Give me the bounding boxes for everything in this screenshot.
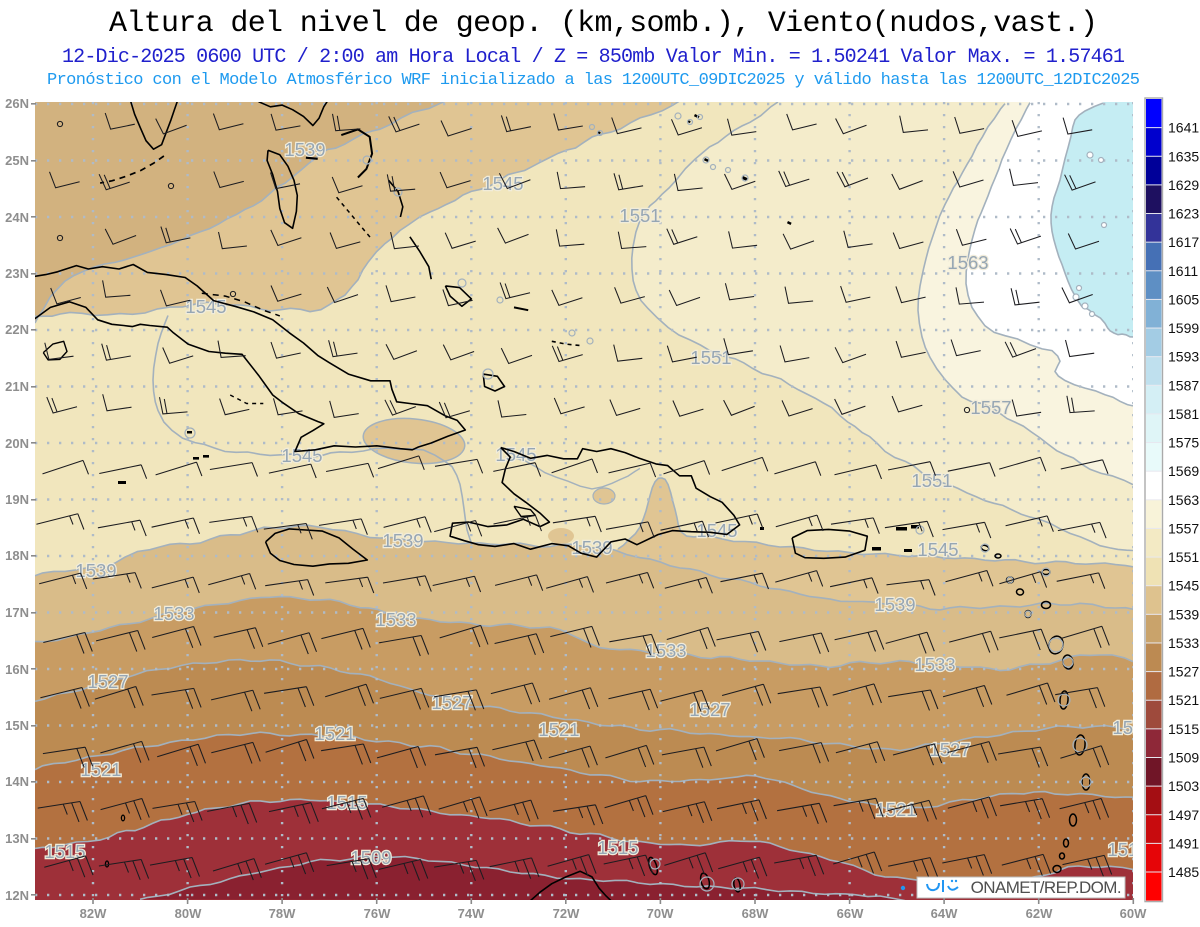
svg-text:1533: 1533 [1168,635,1199,651]
svg-text:21N: 21N [5,379,29,394]
svg-text:1515: 1515 [1107,839,1148,860]
svg-text:80W: 80W [175,906,202,921]
svg-text:72W: 72W [553,906,580,921]
svg-text:1545: 1545 [281,445,322,466]
svg-text:1593: 1593 [1168,349,1199,365]
svg-text:1539: 1539 [75,560,116,581]
svg-text:1539: 1539 [874,594,915,615]
svg-text:14N: 14N [5,774,29,789]
svg-text:1575: 1575 [1168,435,1199,451]
svg-text:82W: 82W [80,906,107,921]
svg-text:1563: 1563 [1168,492,1199,508]
svg-text:1527: 1527 [431,692,472,713]
svg-text:1539: 1539 [1168,606,1199,622]
svg-text:1635: 1635 [1168,148,1199,164]
svg-text:12N: 12N [5,888,29,903]
svg-text:1509: 1509 [1168,750,1199,766]
svg-text:1515: 1515 [597,837,638,858]
svg-text:1551: 1551 [911,470,952,491]
svg-text:1581: 1581 [1168,406,1199,422]
svg-text:66W: 66W [837,906,864,921]
svg-text:1527: 1527 [689,699,730,720]
svg-text:1551: 1551 [690,347,731,368]
svg-text:1545: 1545 [696,520,737,541]
svg-text:1641: 1641 [1168,120,1199,136]
svg-text:26N: 26N [5,96,29,111]
svg-text:1527: 1527 [929,739,970,760]
svg-text:1557: 1557 [970,397,1011,418]
svg-text:74W: 74W [458,906,485,921]
svg-text:1497: 1497 [1168,807,1199,823]
svg-text:1569: 1569 [1168,463,1199,479]
svg-text:1503: 1503 [1168,778,1199,794]
svg-text:1509: 1509 [350,847,391,868]
svg-text:1557: 1557 [1168,521,1199,537]
svg-text:1545: 1545 [482,173,523,194]
svg-text:1587: 1587 [1168,377,1199,393]
svg-text:24N: 24N [5,210,29,225]
svg-text:70W: 70W [647,906,674,921]
svg-text:1599: 1599 [1168,320,1199,336]
svg-text:16N: 16N [5,662,29,677]
svg-text:1539: 1539 [382,530,423,551]
svg-text:1515: 1515 [44,841,85,862]
svg-text:25N: 25N [5,153,29,168]
svg-text:1545: 1545 [185,296,226,317]
svg-text:19N: 19N [5,492,29,507]
svg-text:1533: 1533 [375,609,416,630]
svg-text:23N: 23N [5,266,29,281]
svg-text:20N: 20N [5,436,29,451]
svg-text:1527: 1527 [1168,664,1199,680]
svg-text:15N: 15N [5,718,29,733]
svg-text:1533: 1533 [645,640,686,661]
svg-text:1539: 1539 [284,139,325,160]
svg-text:13N: 13N [5,831,29,846]
svg-text:1617: 1617 [1168,234,1199,250]
svg-text:1545: 1545 [917,539,958,560]
svg-text:1605: 1605 [1168,291,1199,307]
svg-text:1485: 1485 [1168,864,1199,880]
svg-text:1521: 1521 [80,759,121,780]
svg-text:1527: 1527 [87,671,128,692]
svg-text:1545: 1545 [1168,578,1199,594]
svg-text:1521: 1521 [314,723,355,744]
svg-text:64W: 64W [931,906,958,921]
svg-text:1623: 1623 [1168,206,1199,222]
svg-text:Altura del nivel de geop. (km,: Altura del nivel de geop. (km,somb.), Vi… [109,7,1098,41]
svg-text:60W: 60W [1120,906,1147,921]
svg-text:12-Dic-2025 0600 UTC / 2:00: 12-Dic-2025 0600 UTC / 2:00 am Hora Loca… [62,46,1125,69]
svg-text:78W: 78W [269,906,296,921]
svg-text:1629: 1629 [1168,177,1199,193]
svg-text:1527: 1527 [1112,717,1153,738]
svg-text:1521: 1521 [538,719,579,740]
svg-text:76W: 76W [364,906,391,921]
svg-text:17N: 17N [5,605,29,620]
svg-text:18N: 18N [5,548,29,563]
svg-text:1551: 1551 [1168,549,1199,565]
svg-text:1533: 1533 [914,654,955,675]
svg-text:1533: 1533 [153,603,194,624]
svg-text:Pronóstico con el Modelo Atmos: Pronóstico con el Modelo Atmosférico WRF… [47,71,1140,90]
svg-text:1563: 1563 [947,252,988,273]
svg-text:1521: 1521 [1168,692,1199,708]
svg-text:1551: 1551 [619,205,660,226]
svg-text:ONAMET/REP.DOM.: ONAMET/REP.DOM. [971,878,1121,897]
svg-text:1515: 1515 [1168,721,1199,737]
svg-text:68W: 68W [742,906,769,921]
svg-text:62W: 62W [1026,906,1053,921]
svg-text:1491: 1491 [1168,835,1199,851]
svg-text:22N: 22N [5,322,29,337]
svg-text:1611: 1611 [1168,263,1198,279]
svg-text:1521: 1521 [875,799,916,820]
